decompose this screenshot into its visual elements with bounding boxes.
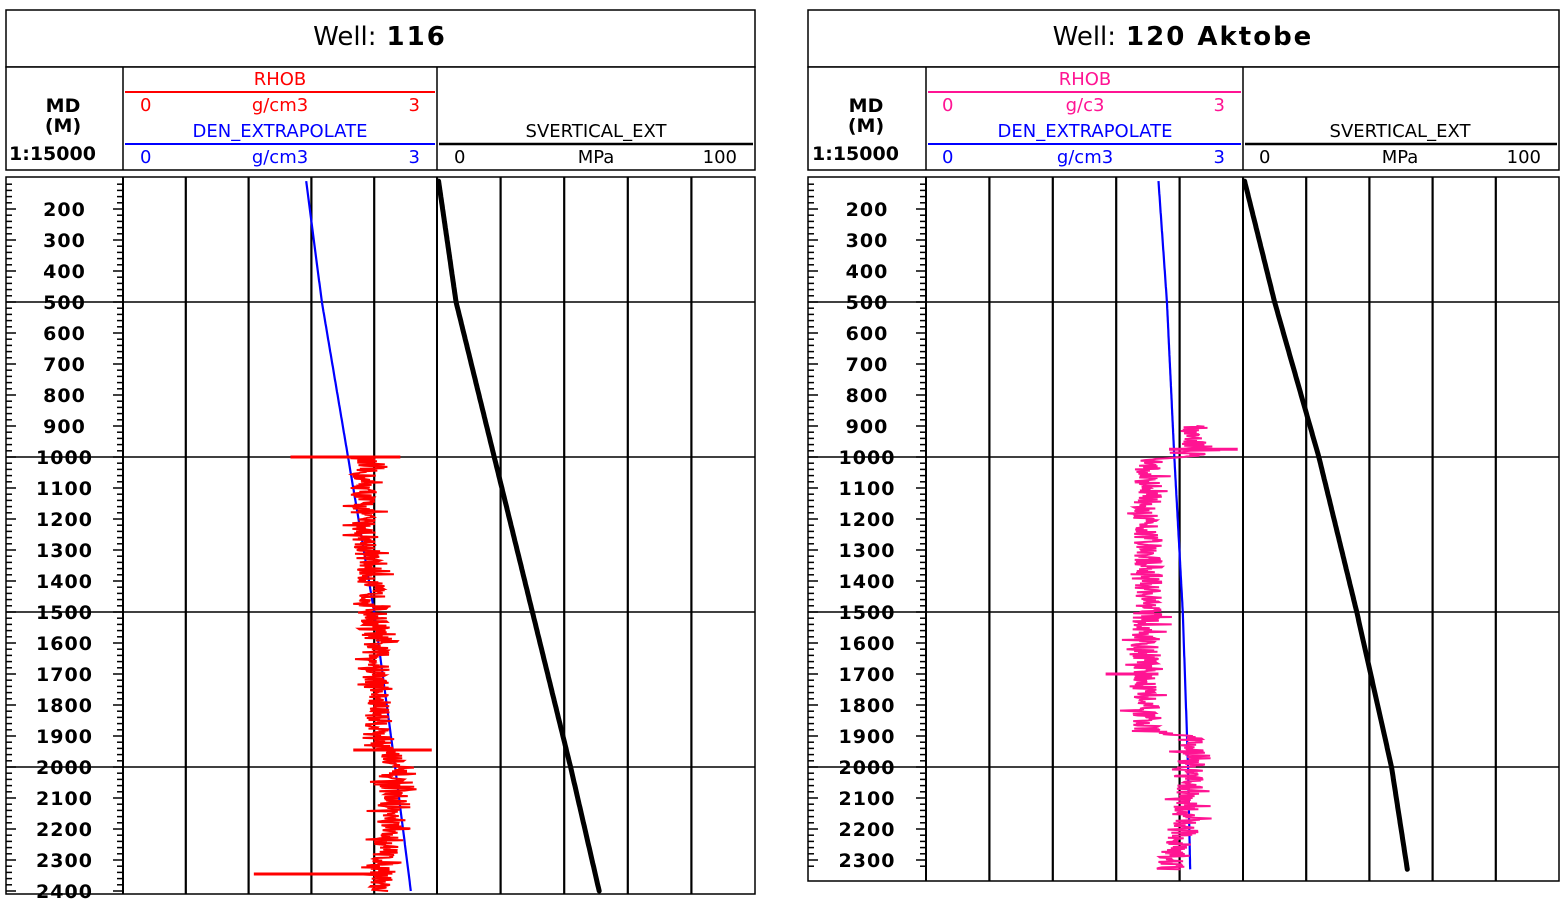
curves — [1105, 178, 1410, 872]
sv-header-name: SVERTICAL_EXT — [1330, 121, 1472, 142]
depth-label: 1300 — [839, 540, 896, 562]
depth-label: 1900 — [36, 726, 93, 748]
den-header-min: 0 — [942, 147, 953, 168]
depth-label: 2300 — [839, 850, 896, 872]
track-header-box — [5, 66, 756, 171]
depth-label: 2000 — [36, 757, 93, 779]
depth-label: 1200 — [839, 509, 896, 531]
depth-label: 2000 — [839, 757, 896, 779]
depth-label: 1700 — [36, 664, 93, 686]
depth-label: 500 — [846, 292, 889, 314]
depth-label: 1900 — [839, 726, 896, 748]
depth-label: 900 — [846, 416, 889, 438]
sv-header-min: 0 — [1259, 147, 1270, 168]
depth-label: 600 — [43, 323, 86, 345]
depth-label: 200 — [846, 199, 889, 221]
title-box — [5, 9, 756, 68]
depth-axis: 200 300 400 500 600 700 800 900 1000 1100 1200 1300… — [6, 183, 123, 903]
md-header-label: MD — [849, 95, 884, 117]
sv-header-max: 100 — [1507, 147, 1541, 168]
rhob-header-name: RHOB — [1059, 69, 1112, 90]
depth-label: 700 — [846, 354, 889, 376]
svertical-ext-curve — [1242, 178, 1410, 872]
depth-label: 1100 — [36, 478, 93, 500]
vertical-grid — [925, 177, 1497, 881]
depth-label: 1400 — [36, 571, 93, 593]
title-box — [807, 9, 1560, 68]
vertical-grid — [122, 177, 693, 894]
depth-label: 1300 — [36, 540, 93, 562]
svertical-ext-curve — [436, 178, 602, 894]
track-header-box — [807, 66, 1560, 171]
depth-label: 200 — [43, 199, 86, 221]
depth-label: 900 — [43, 416, 86, 438]
well-log-panel-2: Well: 120 Aktobe MD (M) 1:15000 RHOB 0 g/… — [807, 9, 1560, 882]
depth-label: 800 — [846, 385, 889, 407]
plot-frame — [5, 176, 756, 895]
depth-label: 1500 — [839, 602, 896, 624]
den-header-name: DEN_EXTRAPOLATE — [193, 121, 368, 142]
depth-label: 1700 — [839, 664, 896, 686]
den-header-min: 0 — [140, 147, 151, 168]
well-title: Well: 116 — [313, 22, 447, 52]
rhob-header-name: RHOB — [254, 69, 307, 90]
depth-axis: 200 300 400 500 600 700 800 900 1000 1100 1200 1300… — [808, 183, 926, 872]
den-header-unit: g/cm3 — [252, 147, 308, 168]
depth-label: 300 — [846, 230, 889, 252]
den-header-max: 3 — [409, 147, 420, 168]
depth-label: 1400 — [839, 571, 896, 593]
depth-label: 1000 — [839, 447, 896, 469]
depth-label: 600 — [846, 323, 889, 345]
md-header-scale: 1:15000 — [812, 143, 899, 165]
rhob-curve — [342, 456, 417, 892]
depth-label: 2100 — [839, 788, 896, 810]
depth-label: 2400 — [36, 881, 93, 903]
depth-label: 1100 — [839, 478, 896, 500]
md-header-unit: (M) — [45, 115, 81, 137]
depth-label: 800 — [43, 385, 86, 407]
depth-label: 1800 — [839, 695, 896, 717]
rhob-header-unit: g/c3 — [1066, 95, 1105, 116]
depth-label: 500 — [43, 292, 86, 314]
rhob-header-unit: g/cm3 — [252, 95, 308, 116]
sv-header-max: 100 — [703, 147, 737, 168]
curves — [253, 178, 602, 894]
depth-label: 2200 — [839, 819, 896, 841]
rhob-header-max: 3 — [1214, 95, 1225, 116]
rhob-header-min: 0 — [942, 95, 953, 116]
md-header-unit: (M) — [848, 115, 884, 137]
depth-label: 400 — [43, 261, 86, 283]
depth-label: 1200 — [36, 509, 93, 531]
depth-label: 1600 — [36, 633, 93, 655]
rhob-header-min: 0 — [140, 95, 151, 116]
depth-label: 1000 — [36, 447, 93, 469]
depth-label: 400 — [846, 261, 889, 283]
depth-label: 1500 — [36, 602, 93, 624]
well-log-panel-1: Well: 116 MD (M) 1:15000 RHOB 0 g/cm3 3 D… — [5, 9, 756, 903]
sv-header-min: 0 — [454, 147, 465, 168]
depth-label: 2200 — [36, 819, 93, 841]
den-header-name: DEN_EXTRAPOLATE — [998, 121, 1173, 142]
rhob-curve — [1119, 425, 1221, 871]
sv-header-unit: MPa — [578, 147, 615, 168]
well-title: Well: 120 Aktobe — [1053, 22, 1314, 52]
den-header-max: 3 — [1214, 147, 1225, 168]
md-header-label: MD — [46, 95, 81, 117]
sv-header-name: SVERTICAL_EXT — [526, 121, 668, 142]
depth-label: 1600 — [839, 633, 896, 655]
depth-label: 700 — [43, 354, 86, 376]
depth-label: 1800 — [36, 695, 93, 717]
den-header-unit: g/cm3 — [1057, 147, 1113, 168]
depth-label: 2300 — [36, 850, 93, 872]
rhob-header-max: 3 — [409, 95, 420, 116]
sv-header-unit: MPa — [1382, 147, 1419, 168]
md-header-scale: 1:15000 — [9, 143, 96, 165]
depth-label: 300 — [43, 230, 86, 252]
depth-label: 2100 — [36, 788, 93, 810]
